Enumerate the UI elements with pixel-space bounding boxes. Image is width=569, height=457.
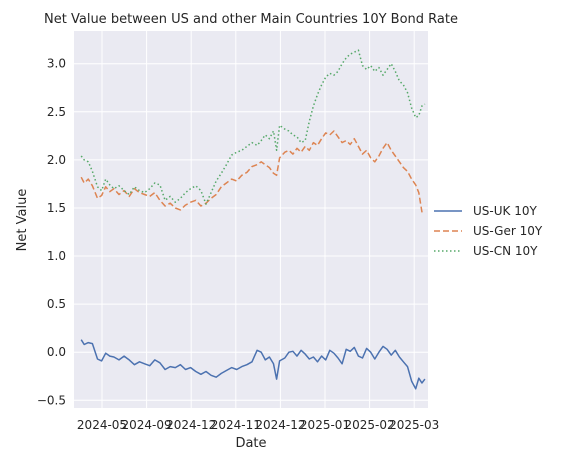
- plot-area: [74, 31, 428, 408]
- y-tick-label: 3.0: [47, 57, 66, 71]
- x-tick-labels: 2024-052024-092024-122024-112024-122025-…: [77, 418, 439, 432]
- legend-label: US-UK 10Y: [473, 204, 537, 218]
- x-tick-label: 2025-03: [389, 418, 439, 432]
- series-line-1: [80, 339, 426, 390]
- series-line-3: [80, 49, 426, 205]
- y-tick-label: 1.0: [47, 249, 66, 263]
- y-tick-label: 2.5: [47, 105, 66, 119]
- legend-label: US-CN 10Y: [473, 244, 538, 258]
- y-tick-label: 0.0: [47, 345, 66, 359]
- y-tick-label: 0.5: [47, 297, 66, 311]
- y-tick-label: −0.5: [37, 393, 66, 407]
- x-axis-label: Date: [235, 436, 266, 451]
- x-tick-label: 2024-05: [77, 418, 127, 432]
- series-layer: [80, 49, 426, 390]
- x-tick-label: 2025-02: [345, 418, 395, 432]
- y-tick-label: 2.0: [47, 153, 66, 167]
- x-tick-label: 2025-01: [300, 418, 350, 432]
- x-tick-label: 2024-12: [166, 418, 216, 432]
- x-tick-label: 2024-11: [211, 418, 261, 432]
- series-line-2: [80, 130, 426, 215]
- x-tick-label: 2024-09: [122, 418, 172, 432]
- y-axis-label: Net Value: [15, 189, 30, 252]
- y-tick-label: 1.5: [47, 201, 66, 215]
- y-tick-labels: −0.5 0.0 0.5 1.0 1.5 2.0 2.5 3.0: [37, 57, 66, 408]
- legend-label: US-Ger 10Y: [473, 224, 543, 238]
- x-tick-label: 2024-12: [255, 418, 305, 432]
- grid-lines: [74, 31, 428, 408]
- chart-title: Net Value between US and other Main Coun…: [44, 12, 458, 27]
- legend: US-UK 10Y US-Ger 10Y US-CN 10Y: [434, 204, 543, 258]
